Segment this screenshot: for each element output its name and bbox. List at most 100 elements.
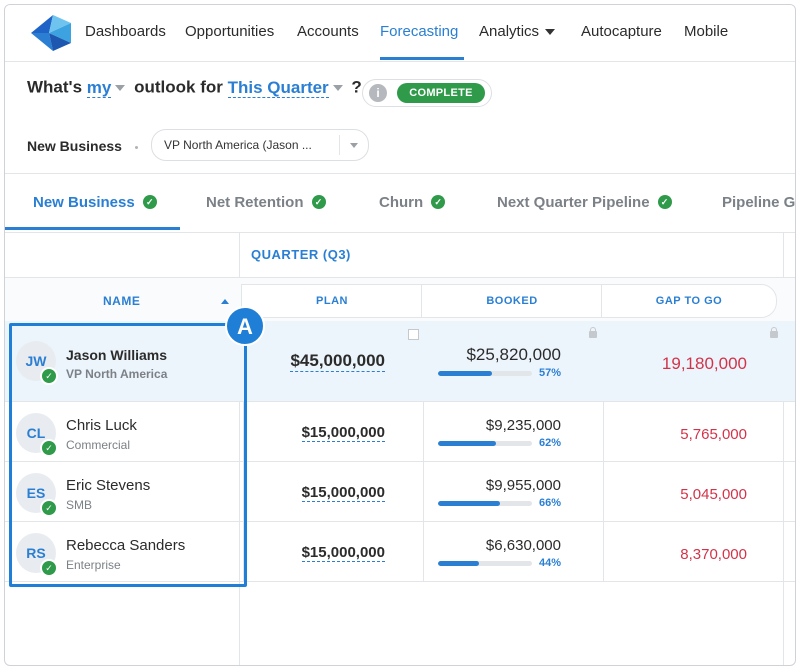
avatar: RS (16, 533, 56, 573)
avatar: CL (16, 413, 56, 453)
tab-label: New Business (33, 194, 135, 211)
grid-edge (783, 232, 784, 665)
booked-value: $9,955,000 (485, 477, 561, 494)
hierarchy-label: New Business (27, 138, 122, 154)
name-column (5, 232, 240, 665)
column-divider (243, 321, 244, 581)
sort-ascending-icon[interactable] (221, 299, 229, 304)
annotation-badge: A (225, 306, 265, 346)
app-window: Dashboards Opportunities Accounts Foreca… (4, 4, 796, 666)
tab-churn[interactable]: Churn ✓ (379, 194, 446, 211)
nav-dashboards[interactable]: Dashboards (85, 23, 166, 40)
plan-value[interactable]: $15,000,000 (301, 424, 385, 442)
person-name[interactable]: Jason Williams (66, 347, 168, 363)
tab-label: Churn (379, 194, 424, 211)
booked-percent: 62% (538, 437, 561, 449)
tab-new-business[interactable]: New Business ✓ (33, 194, 157, 211)
outlook-prefix: What's (27, 77, 83, 97)
quarter-group-header: QUARTER (Q3) (251, 247, 351, 262)
nav-accounts[interactable]: Accounts (297, 23, 359, 40)
plan-value[interactable]: $45,000,000 (290, 351, 385, 372)
gap-to-go-value: 19,180,000 (661, 354, 747, 373)
person-name[interactable]: Chris Luck (66, 417, 137, 434)
nav-analytics[interactable]: Analytics (479, 23, 556, 40)
table-row[interactable]: ES ✓ Eric Stevens SMB $15,000,000 $9,955… (5, 461, 795, 522)
top-nav: Dashboards Opportunities Accounts Foreca… (5, 5, 795, 62)
check-circle-icon: ✓ (657, 195, 672, 210)
chevron-down-icon (350, 143, 358, 148)
progress-fill (438, 501, 501, 506)
table-row[interactable]: JW ✓ Jason Williams VP North America $45… (5, 321, 795, 402)
booked-progress-bar (438, 561, 532, 566)
table-row[interactable]: CL ✓ Chris Luck Commercial $15,000,000 $… (5, 401, 795, 462)
nav-forecasting[interactable]: Forecasting (380, 23, 459, 40)
booked-value: $6,630,000 (485, 537, 561, 554)
tab-label: Pipeline Ge (722, 194, 796, 211)
check-circle-icon: ✓ (311, 195, 326, 210)
lock-icon (589, 327, 597, 338)
check-circle-icon: ✓ (142, 195, 157, 210)
tab-label: Net Retention (206, 194, 304, 211)
nav-autocapture[interactable]: Autocapture (581, 23, 662, 40)
edit-icon[interactable] (408, 329, 419, 340)
person-name[interactable]: Eric Stevens (66, 477, 151, 494)
column-header-name[interactable]: NAME (103, 294, 141, 308)
forecast-tabs: New Business ✓ Net Retention ✓ Churn ✓ Next… (5, 173, 795, 233)
booked-progress-bar (438, 371, 532, 376)
tab-label: Next Quarter Pipeline (497, 194, 650, 211)
manager-select-value: VP North America (Jason ... (164, 138, 312, 152)
check-circle-icon: ✓ (40, 559, 58, 577)
person-role: SMB (66, 498, 93, 512)
booked-value: $25,820,000 (466, 345, 561, 364)
person-role: VP North America (66, 367, 168, 381)
status-badge: COMPLETE (397, 83, 485, 103)
tab-active-indicator (5, 227, 180, 230)
info-icon[interactable]: i (369, 84, 387, 102)
chevron-down-icon (545, 29, 556, 36)
column-header-booked[interactable]: BOOKED (421, 284, 603, 318)
check-circle-icon: ✓ (40, 439, 58, 457)
column-header-gap-to-go[interactable]: GAP TO GO (601, 284, 777, 318)
separator-dot (135, 146, 138, 149)
booked-value: $9,235,000 (485, 417, 561, 434)
outlook-sentence: What's my outlook for This Quarter ? (27, 77, 362, 105)
owner-dropdown[interactable]: my (86, 77, 112, 98)
tab-pipeline-generation[interactable]: Pipeline Ge (722, 194, 796, 211)
app-logo[interactable] (27, 13, 75, 53)
gap-to-go-value: 5,765,000 (680, 426, 747, 443)
annotation-highlight-box (9, 323, 247, 587)
check-circle-icon: ✓ (431, 195, 446, 210)
outlook-suffix: ? (351, 77, 362, 97)
avatar: ES (16, 473, 56, 513)
nav-mobile[interactable]: Mobile (684, 23, 729, 40)
period-dropdown[interactable]: This Quarter (227, 77, 329, 98)
progress-fill (438, 561, 480, 566)
column-divider (603, 321, 604, 581)
column-divider (423, 321, 424, 581)
manager-select[interactable]: VP North America (Jason ... (151, 129, 369, 161)
table-header: NAME PLAN BOOKED GAP TO GO (5, 277, 795, 322)
person-name[interactable]: Rebecca Sanders (66, 537, 186, 554)
table-row[interactable]: RS ✓ Rebecca Sanders Enterprise $15,000,… (5, 521, 795, 582)
booked-progress-bar (438, 501, 532, 506)
chevron-down-icon[interactable] (115, 84, 126, 91)
check-circle-icon: ✓ (40, 367, 58, 385)
person-role: Commercial (66, 438, 131, 452)
booked-percent: 66% (538, 497, 561, 509)
tab-net-retention[interactable]: Net Retention ✓ (206, 194, 326, 211)
lock-icon (770, 327, 778, 338)
plan-value[interactable]: $15,000,000 (301, 484, 385, 502)
booked-percent: 57% (538, 367, 561, 379)
tab-next-quarter-pipeline[interactable]: Next Quarter Pipeline ✓ (497, 194, 672, 211)
status-pill: i COMPLETE (362, 79, 492, 107)
plan-value[interactable]: $15,000,000 (301, 544, 385, 562)
gap-to-go-value: 5,045,000 (680, 486, 747, 503)
booked-percent: 44% (538, 557, 561, 569)
progress-fill (438, 371, 492, 376)
nav-opportunities[interactable]: Opportunities (185, 23, 275, 40)
select-divider (339, 135, 340, 155)
nav-analytics-label: Analytics (479, 23, 540, 40)
chevron-down-icon[interactable] (332, 84, 343, 91)
progress-fill (438, 441, 497, 446)
column-header-plan[interactable]: PLAN (241, 284, 423, 318)
